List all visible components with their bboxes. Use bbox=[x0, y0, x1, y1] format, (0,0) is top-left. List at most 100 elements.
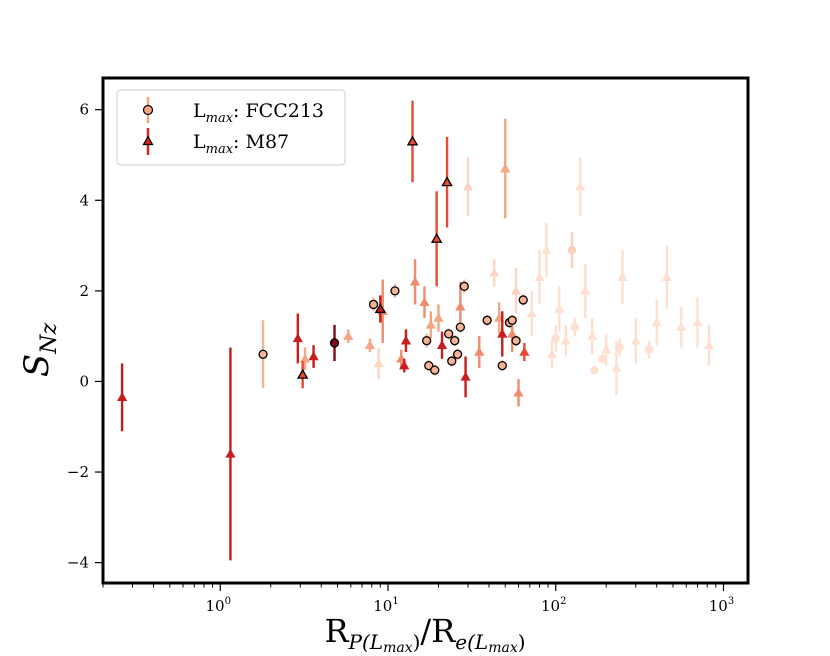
x-tick-label-base: 10 bbox=[373, 597, 392, 615]
data-point-triangle bbox=[661, 245, 673, 309]
data-point-triangle bbox=[703, 324, 715, 366]
data-point-triangle bbox=[497, 311, 508, 357]
data-point-triangle bbox=[460, 356, 471, 398]
point-marker bbox=[580, 285, 591, 295]
data-point-triangle bbox=[374, 295, 387, 323]
point-marker bbox=[296, 368, 309, 379]
data-point-triangle bbox=[541, 222, 552, 278]
y-tick-label: 4 bbox=[79, 191, 89, 209]
point-marker bbox=[526, 308, 537, 318]
point-marker bbox=[400, 335, 412, 345]
data-point-triangle bbox=[575, 157, 586, 217]
point-marker bbox=[519, 346, 530, 356]
data-point-triangle bbox=[560, 324, 572, 357]
y-tick-label: −2 bbox=[67, 463, 89, 481]
data-point-triangle bbox=[500, 118, 511, 219]
point-marker bbox=[518, 295, 528, 305]
legend-label-fcc213-text: : FCC213 bbox=[233, 100, 324, 122]
x-tick-label: 101 bbox=[373, 596, 398, 615]
point-marker bbox=[447, 356, 457, 366]
x-axis-label: RP(Lmax)/Re(Lmax) bbox=[324, 612, 525, 656]
point-marker bbox=[617, 272, 628, 282]
point-marker bbox=[430, 365, 440, 375]
data-point-circle bbox=[459, 279, 469, 294]
data-point-triangle bbox=[406, 100, 419, 183]
point-marker bbox=[570, 322, 580, 332]
point-marker bbox=[507, 328, 518, 338]
point-marker bbox=[500, 163, 511, 173]
point-marker bbox=[450, 336, 460, 346]
point-marker bbox=[513, 387, 524, 397]
point-marker bbox=[489, 267, 500, 277]
point-marker bbox=[534, 272, 545, 282]
point-marker bbox=[459, 281, 469, 291]
point-marker bbox=[601, 344, 612, 354]
data-marks bbox=[116, 100, 715, 561]
data-point-triangle bbox=[433, 304, 444, 332]
data-point-triangle bbox=[400, 329, 412, 353]
data-point-triangle bbox=[425, 311, 436, 339]
data-point-triangle bbox=[436, 331, 448, 359]
point-marker bbox=[676, 321, 687, 331]
data-point-circle bbox=[452, 348, 463, 360]
data-point-triangle bbox=[601, 333, 612, 366]
data-point-circle bbox=[590, 365, 599, 375]
legend-label-m87: Lmax: M87 bbox=[193, 131, 289, 157]
point-marker bbox=[546, 349, 558, 359]
x-tick-label: 100 bbox=[206, 596, 231, 615]
data-point-circle bbox=[390, 284, 400, 298]
point-marker bbox=[497, 360, 507, 371]
x-tick-label-base: 10 bbox=[709, 597, 728, 615]
point-marker bbox=[554, 303, 565, 313]
data-point-triangle bbox=[630, 318, 641, 364]
x-tick-label-exp: 0 bbox=[225, 596, 231, 607]
x-tick-label-base: 10 bbox=[541, 597, 560, 615]
x-axis-label-base2: R bbox=[431, 612, 456, 650]
data-point-circle bbox=[329, 324, 340, 362]
point-marker bbox=[497, 328, 508, 338]
point-marker bbox=[430, 232, 443, 243]
point-marker bbox=[399, 360, 410, 370]
point-marker bbox=[425, 319, 436, 329]
point-marker bbox=[590, 365, 599, 375]
data-point-triangle bbox=[308, 345, 319, 368]
data-point-triangle bbox=[116, 363, 128, 432]
point-marker bbox=[373, 358, 384, 368]
point-marker bbox=[703, 340, 715, 349]
data-point-circle bbox=[444, 328, 454, 340]
y-axis-label-sub: Nz bbox=[37, 323, 62, 355]
y-axis-label-base: S bbox=[17, 354, 57, 377]
point-marker bbox=[419, 296, 430, 306]
data-point-triangle bbox=[296, 361, 309, 389]
plot-frame bbox=[101, 76, 750, 585]
point-marker bbox=[575, 181, 586, 191]
data-point-circle bbox=[424, 360, 434, 372]
data-point-triangle bbox=[430, 191, 443, 287]
point-marker bbox=[406, 135, 419, 146]
point-marker bbox=[441, 176, 453, 187]
legend-label-m87-prefix: L bbox=[193, 131, 206, 153]
point-marker bbox=[422, 336, 432, 346]
point-marker bbox=[436, 340, 448, 349]
data-point-triangle bbox=[546, 340, 558, 368]
point-marker bbox=[611, 362, 622, 372]
point-marker bbox=[455, 301, 466, 311]
data-point-triangle bbox=[510, 268, 522, 314]
data-point-circle bbox=[430, 364, 440, 376]
data-point-triangle bbox=[399, 358, 410, 373]
point-marker bbox=[374, 303, 387, 314]
point-marker bbox=[474, 346, 485, 356]
x-axis-label-sub1: P(L bbox=[348, 630, 384, 654]
point-marker bbox=[510, 285, 522, 295]
data-point-circle bbox=[455, 321, 466, 333]
x-tick-label: 103 bbox=[709, 596, 734, 615]
x-tick-label-exp: 1 bbox=[392, 596, 398, 607]
point-marker bbox=[299, 353, 311, 363]
y-tick-label: 0 bbox=[79, 372, 89, 390]
data-point-circle bbox=[447, 355, 457, 367]
point-marker bbox=[390, 286, 400, 296]
point-marker bbox=[433, 312, 444, 322]
